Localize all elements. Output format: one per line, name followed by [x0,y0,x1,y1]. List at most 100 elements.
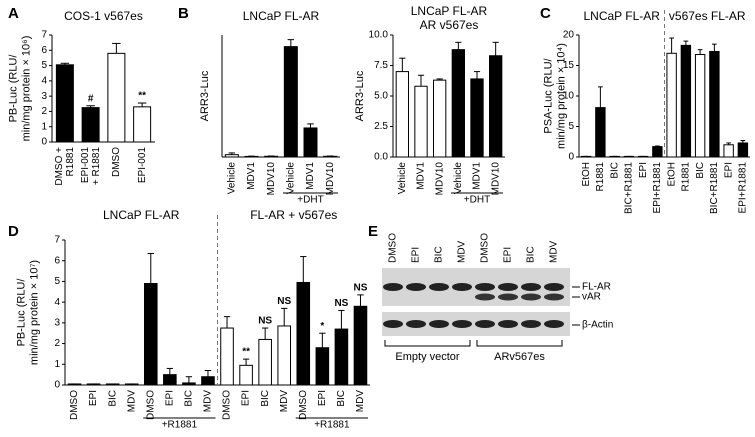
chart-title: COS-1 v567es [64,9,143,23]
y-tick-label: 7 [41,30,47,41]
x-tick-label: MDV1 [472,162,483,190]
x-tick-label: BIC [609,162,620,179]
bar [315,347,330,386]
significance-marker: NS [354,283,368,294]
band-actin [521,320,541,328]
x-tick-label: EPI-001 [80,147,91,184]
lane-label: BIC [526,246,537,263]
group-label: +R1881 [162,420,198,431]
x-tick-label: EPI+R1881 [652,162,663,214]
significance-marker: NS [277,296,291,307]
bar [55,64,74,143]
x-tick-label: MDV10 [325,162,336,196]
x-tick-label: BIC+R1881 [624,162,635,214]
bar [470,78,484,158]
panel-label: E [368,223,378,240]
x-tick-label: EPI [317,390,328,406]
y-tick-label: 5 [568,121,574,132]
lane-label: EPI [503,247,514,263]
band-actin [475,320,495,328]
band-label: β-Actin [582,320,613,331]
x-tick-label: R1881 [595,162,606,192]
group-label: +DHT [297,195,323,206]
bar [666,52,677,158]
x-tick-label: + R1881 [91,147,102,186]
x-tick-label: DMSO [145,390,156,420]
y-tick-label: 0 [568,152,574,163]
significance-marker: # [88,93,94,104]
y-tick-label: 10 [563,91,575,102]
group-title: LNCaP FL-AR [584,9,661,23]
group-label: +DHT [464,195,490,206]
x-tick-label: EPI [723,162,734,178]
x-tick-label: MDV10 [434,162,445,196]
x-tick-label: BIC [184,390,195,407]
y-tick-label: 4 [41,75,47,86]
group-title: v567es FL-AR [669,9,746,23]
bar [433,79,447,158]
y-tick-label: 1 [54,359,60,370]
group-label: +R1881 [314,420,350,431]
lane-label: DMSO [388,233,399,263]
bar [451,49,465,158]
bar [133,106,152,143]
x-tick-label: EtOH [666,162,677,186]
bar [723,144,734,158]
x-tick-label: BIC [695,162,706,179]
x-tick-label: DMSO + [54,147,65,186]
y-tick-label: 6 [54,255,60,266]
bar [595,107,606,158]
band-actin [383,320,403,328]
x-tick-label: MDV [203,390,214,413]
significance-marker: NS [258,316,272,327]
x-tick-label: MDV1 [305,162,316,190]
band-var [475,293,495,301]
y-tick-label: 0.0 [374,152,388,163]
x-tick-label: Vehicle [285,162,296,195]
group-title: LNCaP FL-AR [103,208,180,222]
y-tick-label: 20 [563,30,575,41]
chart-title: LNCaP FL-AR [411,4,488,18]
bar [182,382,196,386]
x-tick-label: MDV10 [266,162,277,196]
x-tick-label: EPI-001 [137,147,148,184]
x-tick-label: Vehicle [226,162,237,195]
bar [283,46,298,158]
panel-label: B [178,5,189,22]
group-bracket [476,340,563,347]
bar [303,127,318,158]
band-actin [452,320,472,328]
y-tick-label: 10.0 [369,30,389,41]
y-axis-label: min/mg protein × 10⁴) [555,43,567,149]
band-fl-ar [383,283,403,291]
band-var [544,293,564,301]
y-tick-label: 4 [54,297,60,308]
bar [163,374,177,386]
x-tick-label: MDV [126,390,137,413]
x-tick-label: MDV [355,390,366,413]
bar [143,283,158,386]
significance-marker: NS [334,298,348,309]
bar [652,146,663,158]
x-tick-label: BIC [260,390,271,407]
bar [239,364,253,386]
x-tick-label: Vehicle [453,162,464,195]
x-tick-label: EPI [638,162,649,178]
y-tick-label: 2 [41,106,47,117]
bar [277,325,292,386]
chart-title: LNCaP FL-AR [243,9,320,23]
band-actin [406,320,426,328]
bar [395,71,409,158]
bar [107,52,126,143]
y-tick-label: 7.5 [374,60,388,71]
band-fl-ar [498,283,518,291]
bar [81,107,100,143]
band-actin [498,320,518,328]
x-tick-label: Vehicle [397,162,408,195]
group-label: ARv567es [494,351,545,363]
bar [334,328,349,386]
bar [694,54,706,158]
band-fl-ar [452,283,472,291]
x-tick-label: EPI [164,390,175,406]
